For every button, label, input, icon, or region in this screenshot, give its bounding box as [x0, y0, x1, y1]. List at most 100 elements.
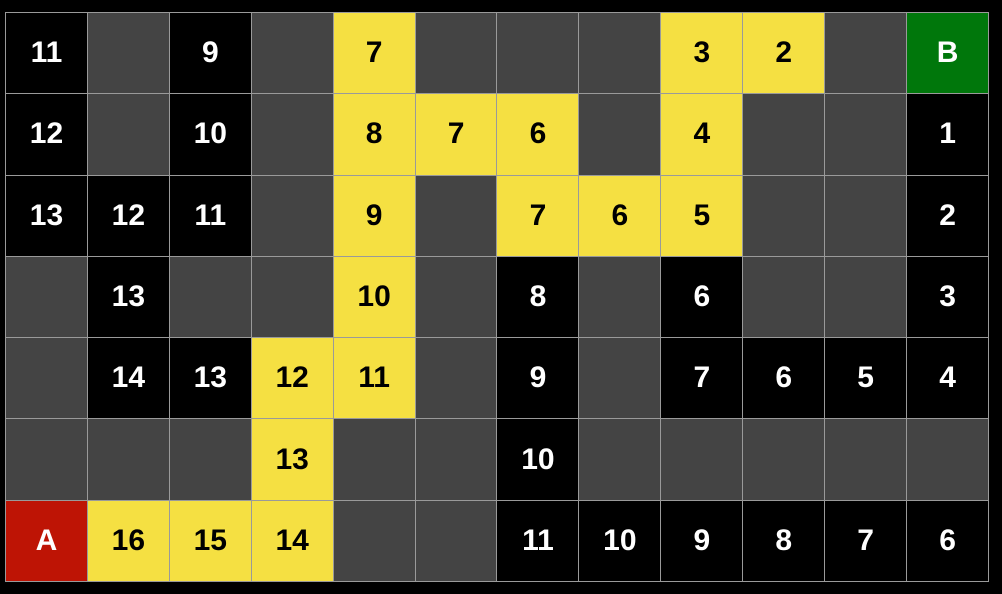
grid-cell-wall-r2-c10[interactable] [743, 94, 825, 175]
grid-cell-open-r4-c7[interactable]: 8 [497, 256, 579, 338]
grid-cell-label: 3 [939, 279, 956, 313]
grid-cell-open-r5-c12[interactable]: 4 [907, 338, 988, 419]
grid-cell-wall-r6-c1[interactable] [6, 419, 87, 500]
grid-cell-label: 6 [939, 523, 956, 557]
grid-cell-wall-r2-c2[interactable] [87, 94, 169, 175]
grid-cell-label: 13 [193, 361, 227, 395]
grid-cell-wall-r5-c6[interactable] [415, 338, 497, 419]
grid-cell-path-r5-c5[interactable]: 11 [333, 338, 415, 419]
grid-cell-open-r3-c1[interactable]: 13 [6, 175, 87, 256]
grid-cell-path-r2-c6[interactable]: 7 [415, 94, 497, 175]
grid-cell-wall-r4-c8[interactable] [579, 256, 661, 338]
grid-cell-wall-r6-c6[interactable] [415, 419, 497, 500]
grid-cell-goal-r1-c12[interactable]: B [907, 13, 988, 94]
grid-cell-path-r7-c2[interactable]: 16 [87, 500, 169, 581]
grid-cell-wall-r3-c6[interactable] [415, 175, 497, 256]
grid-cell-wall-r6-c9[interactable] [661, 419, 743, 500]
grid-cell-wall-r1-c7[interactable] [497, 13, 579, 94]
grid-cell-wall-r6-c11[interactable] [825, 419, 907, 500]
grid-cell-label: 4 [693, 117, 711, 151]
grid-cell-label: 12 [275, 361, 309, 395]
grid-cell-wall-r1-c11[interactable] [825, 13, 907, 94]
grid-cell-open-r2-c3[interactable]: 10 [169, 94, 251, 175]
grid-cell-open-r2-c1[interactable]: 12 [6, 94, 87, 175]
grid-cell-open-r7-c8[interactable]: 10 [579, 500, 661, 581]
grid-cell-open-r2-c12[interactable]: 1 [907, 94, 988, 175]
grid-cell-path-r4-c5[interactable]: 10 [333, 256, 415, 338]
grid-cell-path-r7-c4[interactable]: 14 [251, 500, 333, 581]
grid-cell-label: 4 [939, 361, 956, 395]
grid-cell-open-r3-c3[interactable]: 11 [169, 175, 251, 256]
grid-cell-wall-r6-c2[interactable] [87, 419, 169, 500]
grid-cell-path-r3-c8[interactable]: 6 [579, 175, 661, 256]
grid-cell-wall-r1-c8[interactable] [579, 13, 661, 94]
grid-cell-label: 16 [111, 523, 146, 557]
grid-cell-wall-r4-c3[interactable] [169, 256, 251, 338]
grid-cell-path-r5-c4[interactable]: 12 [251, 338, 333, 419]
grid-cell-open-r1-c3[interactable]: 9 [169, 13, 251, 94]
grid-cell-open-r5-c2[interactable]: 14 [87, 338, 169, 419]
grid-cell-wall-r6-c10[interactable] [743, 419, 825, 500]
grid-cell-open-r5-c9[interactable]: 7 [661, 338, 743, 419]
grid-cell-wall-r2-c4[interactable] [251, 94, 333, 175]
grid-cell-wall-r6-c3[interactable] [169, 419, 251, 500]
grid-cell-open-r5-c10[interactable]: 6 [743, 338, 825, 419]
grid-cell-open-r4-c2[interactable]: 13 [87, 256, 169, 338]
grid-cell-wall-r4-c11[interactable] [825, 256, 907, 338]
grid-cell-label: A [35, 523, 58, 557]
grid-cell-label: 5 [857, 361, 874, 395]
grid-cell-path-r2-c9[interactable]: 4 [661, 94, 743, 175]
grid-cell-wall-r7-c6[interactable] [415, 500, 497, 581]
grid-cell-path-r1-c9[interactable]: 3 [661, 13, 743, 94]
grid-cell-open-r4-c9[interactable]: 6 [661, 256, 743, 338]
grid-cell-wall-r3-c4[interactable] [251, 175, 333, 256]
grid-cell-open-r5-c3[interactable]: 13 [169, 338, 251, 419]
grid-cell-wall-r4-c1[interactable] [6, 256, 87, 338]
grid-cell-path-r1-c10[interactable]: 2 [743, 13, 825, 94]
grid-cell-open-r6-c7[interactable]: 10 [497, 419, 579, 500]
grid-cell-label: 8 [775, 523, 793, 557]
grid-cell-path-r6-c4[interactable]: 13 [251, 419, 333, 500]
grid-cell-wall-r6-c5[interactable] [333, 419, 415, 500]
grid-cell-wall-r1-c4[interactable] [251, 13, 333, 94]
grid-cell-open-r7-c10[interactable]: 8 [743, 500, 825, 581]
grid-cell-path-r2-c7[interactable]: 6 [497, 94, 579, 175]
grid-cell-path-r3-c7[interactable]: 7 [497, 175, 579, 256]
grid-cell-label: 8 [529, 279, 547, 313]
grid-cell-path-r7-c3[interactable]: 15 [169, 500, 251, 581]
grid-cell-path-r3-c5[interactable]: 9 [333, 175, 415, 256]
grid-cell-wall-r5-c8[interactable] [579, 338, 661, 419]
grid-cell-wall-r4-c6[interactable] [415, 256, 497, 338]
grid-cell-wall-r6-c8[interactable] [579, 419, 661, 500]
grid-cell-label: 8 [365, 117, 383, 151]
grid-cell-label: 15 [193, 523, 227, 557]
grid-cell-label: B [936, 36, 959, 70]
grid-cell-wall-r4-c4[interactable] [251, 256, 333, 338]
grid-cell-wall-r3-c10[interactable] [743, 175, 825, 256]
grid-cell-wall-r3-c11[interactable] [825, 175, 907, 256]
grid-cell-open-r3-c2[interactable]: 12 [87, 175, 169, 256]
grid-cell-label: 13 [275, 442, 309, 476]
grid-cell-wall-r1-c2[interactable] [87, 13, 169, 94]
grid-cell-open-r7-c9[interactable]: 9 [661, 500, 743, 581]
grid-cell-wall-r5-c1[interactable] [6, 338, 87, 419]
grid-cell-wall-r4-c10[interactable] [743, 256, 825, 338]
grid-cell-path-r2-c5[interactable]: 8 [333, 94, 415, 175]
grid-cell-path-r1-c5[interactable]: 7 [333, 13, 415, 94]
grid-cell-open-r1-c1[interactable]: 11 [6, 13, 87, 94]
grid-cell-wall-r1-c6[interactable] [415, 13, 497, 94]
grid-cell-start-r7-c1[interactable]: A [6, 500, 87, 581]
grid-cell-open-r7-c11[interactable]: 7 [825, 500, 907, 581]
grid-cell-open-r3-c12[interactable]: 2 [907, 175, 988, 256]
grid-cell-wall-r7-c5[interactable] [333, 500, 415, 581]
grid-cell-wall-r2-c11[interactable] [825, 94, 907, 175]
grid-cell-path-r3-c9[interactable]: 5 [661, 175, 743, 256]
grid-cell-open-r5-c11[interactable]: 5 [825, 338, 907, 419]
grid-cell-open-r7-c7[interactable]: 11 [497, 500, 579, 581]
grid-cell-wall-r6-c12[interactable] [907, 419, 988, 500]
grid-cell-open-r5-c7[interactable]: 9 [497, 338, 579, 419]
grid-cell-label: 10 [521, 442, 555, 476]
grid-cell-wall-r2-c8[interactable] [579, 94, 661, 175]
grid-cell-open-r7-c12[interactable]: 6 [907, 500, 988, 581]
grid-cell-open-r4-c12[interactable]: 3 [907, 256, 988, 338]
